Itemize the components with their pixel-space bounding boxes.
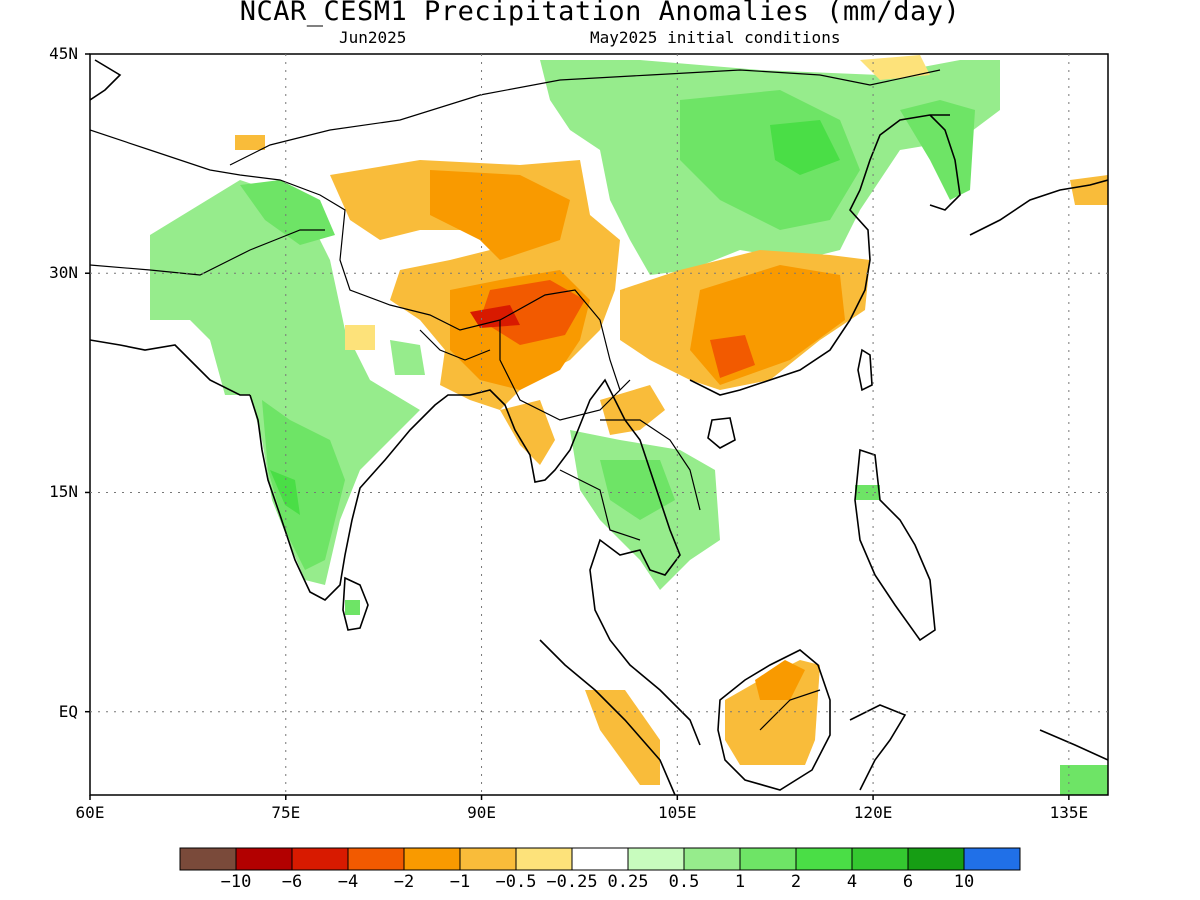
colorbar-label: 2 (790, 872, 802, 892)
lon-tick-label: 75E (271, 803, 301, 822)
coast-borneo (717, 649, 831, 791)
anomaly-dry-japan (1070, 175, 1108, 205)
colorbar-label: −10 (220, 872, 252, 892)
colorbar-label: 0.5 (668, 872, 700, 892)
coast-caspian (90, 59, 122, 101)
map-title: NCAR_CESM1 Precipitation Anomalies (mm/d… (239, 0, 961, 27)
colorbar-label: −6 (281, 872, 303, 892)
anomaly-wet-mongolia-core (770, 120, 840, 175)
colorbar-label: −4 (337, 872, 359, 892)
anomaly-dry-south-china-core2 (710, 335, 755, 378)
gridlines (90, 54, 1108, 795)
colorbar-label: −0.25 (546, 872, 598, 892)
coast-taiwan (857, 348, 873, 392)
anomaly-shading (150, 55, 1108, 795)
anomaly-dry-sumatra (585, 690, 660, 785)
map-frame (89, 53, 1109, 796)
colorbar-swatch (963, 847, 1021, 871)
lat-tick-label: 45N (49, 44, 78, 63)
coast-philippines (854, 448, 936, 642)
colorbar-label: 6 (902, 872, 914, 892)
colorbar-label: 4 (846, 872, 858, 892)
lon-tick-label: 105E (658, 803, 697, 822)
lat-tick-label: 30N (49, 263, 78, 283)
anomaly-wet-indochina-core (600, 460, 675, 520)
country-borders (90, 69, 941, 731)
colorbar (179, 847, 1021, 871)
initial-conditions: May2025 initial conditions (590, 28, 841, 47)
anomaly-wet-himalaya-west (240, 180, 335, 245)
anomaly-dry-north-border (860, 55, 930, 80)
anomaly-dry-yunnan-core2 (470, 305, 520, 328)
coast-sri-lanka (342, 576, 369, 631)
colorbar-swatch (179, 847, 237, 871)
anomaly-dry-vietnam-north (600, 385, 665, 435)
colorbar-swatch (515, 847, 573, 871)
axis-ticks (85, 53, 1070, 800)
coastlines (90, 59, 1108, 795)
colorbar-swatch (291, 847, 349, 871)
coast-sumatra (539, 639, 676, 795)
colorbar-label: −0.5 (495, 872, 537, 892)
colorbar-label: 1 (734, 872, 746, 892)
colorbar-swatch (683, 847, 741, 871)
coast-japan (969, 179, 1108, 236)
colorbar-swatch (347, 847, 405, 871)
anomaly-wet-india (150, 180, 420, 585)
anomaly-wet-ne-india (390, 340, 425, 375)
colorbar-swatch (739, 847, 797, 871)
coast-new-guinea (1039, 729, 1108, 761)
colorbar-swatch (235, 847, 293, 871)
lon-tick-label: 135E (1049, 803, 1089, 822)
anomaly-wet-korea (900, 100, 975, 200)
colorbar-swatch (459, 847, 517, 871)
colorbar-swatch (907, 847, 965, 871)
anomaly-dry-yunnan-core (480, 280, 585, 345)
coast-korea (929, 114, 961, 211)
lon-tick-label: 90E (467, 803, 496, 822)
colorbar-swatch (403, 847, 461, 871)
colorbar-label: −2 (393, 872, 415, 892)
lon-tick-label: 120E (853, 803, 893, 822)
lat-tick-label: 15N (49, 482, 78, 502)
anomaly-wet-sri-lanka (345, 600, 360, 615)
anomaly-dry-kazakh (235, 135, 265, 150)
anomaly-wet-india-core (262, 400, 345, 570)
colorbar-label: 10 (953, 872, 975, 892)
colorbar-label: −1 (449, 872, 471, 892)
anomaly-dry-tibet-core (430, 170, 570, 260)
colorbar-swatch (795, 847, 853, 871)
coast-sulawesi (849, 704, 907, 791)
anomaly-wet-pacific (1060, 765, 1108, 795)
coast-hainan (707, 417, 736, 449)
anomaly-dry-myanmar (500, 400, 555, 465)
colorbar-swatch (851, 847, 909, 871)
coast-china-east (689, 114, 950, 396)
lon-tick-label: 60E (75, 803, 105, 822)
coast-india (249, 378, 701, 746)
anomaly-dry-borneo-core (755, 660, 805, 700)
forecast-month: Jun2025 (339, 28, 407, 47)
anomaly-wet-india-core2 (270, 470, 300, 515)
colorbar-swatch (571, 847, 629, 871)
colorbar-swatch (627, 847, 685, 871)
colorbar-label: 0.25 (607, 872, 649, 892)
anomaly-dry-india-north (345, 325, 375, 350)
lat-tick-label: EQ (58, 701, 78, 721)
coast-arabia-west (90, 339, 250, 396)
